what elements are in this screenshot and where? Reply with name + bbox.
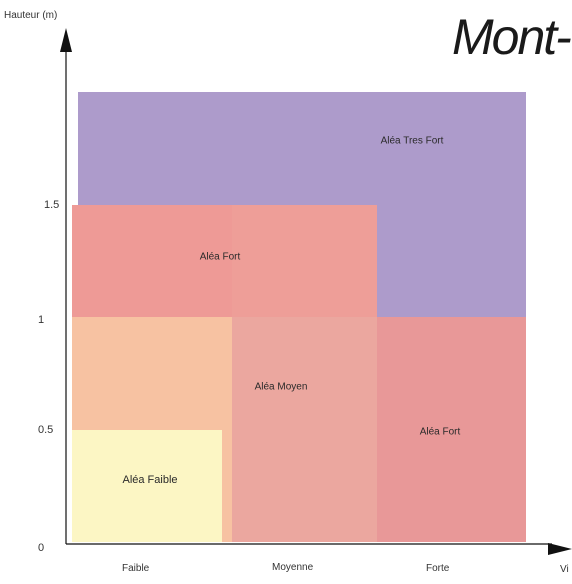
x-category-moyenne: Moyenne [272,562,314,573]
page-title: Mont- [452,9,572,65]
zone-faible [72,430,222,542]
zone-label-moyen: Aléa Moyen [254,381,308,393]
y-axis-label: Hauteur (m) [4,10,58,21]
zone-moyen [232,317,377,542]
x-axis-label: Vi [560,564,569,575]
y-tick-0-5: 0.5 [38,424,54,436]
x-axis-arrow-icon [548,543,572,555]
x-category-faible: Faible [122,563,150,574]
zone-label-fort-top: Aléa Fort [199,251,241,263]
zone-label-tres-fort: Aléa Tres Fort [380,135,444,147]
zone-fort-right [377,317,526,542]
zone-fort-top-middle [232,205,377,317]
x-category-forte: Forte [426,563,450,574]
y-tick-1-5: 1.5 [44,199,60,211]
y-axis-arrow-icon [60,28,72,52]
y-tick-0: 0 [38,542,45,554]
zone-label-faible: Aléa Faible [122,474,178,486]
y-tick-1: 1 [38,314,45,326]
zone-label-fort-right: Aléa Fort [419,426,461,438]
zone-fort-top-left [72,205,232,317]
